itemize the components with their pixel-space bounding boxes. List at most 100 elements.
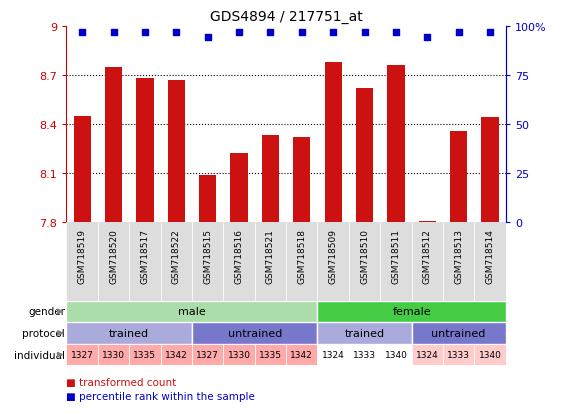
Bar [349, 344, 380, 366]
Bar [349, 223, 380, 301]
Bar [98, 344, 129, 366]
Text: 1327: 1327 [196, 350, 219, 359]
Bar [262, 136, 279, 223]
Text: male: male [178, 307, 206, 317]
Text: 1340: 1340 [479, 350, 502, 359]
Bar [223, 344, 255, 366]
Text: 1340: 1340 [384, 350, 407, 359]
Text: 1333: 1333 [353, 350, 376, 359]
Bar [418, 221, 436, 223]
Text: ■ transformed count: ■ transformed count [66, 377, 177, 387]
Text: 1333: 1333 [447, 350, 470, 359]
Bar [325, 63, 342, 223]
Text: untrained: untrained [228, 328, 282, 338]
Text: 1330: 1330 [102, 350, 125, 359]
Bar [293, 138, 310, 223]
Title: GDS4894 / 217751_at: GDS4894 / 217751_at [210, 10, 362, 24]
Text: trained: trained [109, 328, 149, 338]
Bar [443, 344, 475, 366]
Bar [161, 344, 192, 366]
Text: ■ percentile rank within the sample: ■ percentile rank within the sample [66, 392, 255, 401]
Text: GSM718515: GSM718515 [203, 229, 212, 284]
Text: female: female [392, 307, 431, 317]
Bar [231, 154, 247, 223]
Text: 1324: 1324 [416, 350, 439, 359]
Bar [317, 301, 506, 323]
Bar [66, 323, 192, 344]
Bar [481, 118, 499, 223]
Text: untrained: untrained [432, 328, 486, 338]
Point [297, 29, 306, 36]
Bar [192, 323, 317, 344]
Bar [356, 89, 373, 223]
Text: GSM718516: GSM718516 [235, 229, 243, 284]
Bar [475, 344, 506, 366]
Point [266, 29, 275, 36]
Bar [66, 223, 98, 301]
Text: 1327: 1327 [71, 350, 94, 359]
Point [235, 29, 244, 36]
Text: 1324: 1324 [322, 350, 344, 359]
Bar [317, 344, 349, 366]
Text: gender: gender [28, 307, 65, 317]
Text: GSM718520: GSM718520 [109, 229, 118, 284]
Bar [129, 344, 161, 366]
Bar [380, 344, 412, 366]
Point [172, 29, 181, 36]
Point [77, 29, 87, 36]
Text: GSM718509: GSM718509 [329, 229, 338, 284]
Text: individual: individual [14, 350, 65, 360]
Text: GSM718521: GSM718521 [266, 229, 275, 284]
Bar [66, 344, 98, 366]
Bar [136, 79, 154, 223]
Bar [286, 223, 317, 301]
Text: GSM718519: GSM718519 [77, 229, 87, 284]
Bar [192, 344, 223, 366]
Text: 1342: 1342 [165, 350, 188, 359]
Point [328, 29, 338, 36]
Bar [73, 116, 91, 223]
Bar [286, 344, 317, 366]
Bar [412, 223, 443, 301]
Bar [475, 223, 506, 301]
Bar [450, 131, 467, 223]
Bar [199, 175, 216, 223]
Bar [380, 223, 412, 301]
Point [486, 29, 495, 36]
Bar [255, 223, 286, 301]
Point [109, 29, 118, 36]
Bar [317, 323, 412, 344]
Text: GSM718513: GSM718513 [454, 229, 463, 284]
Bar [192, 223, 223, 301]
Text: GSM718517: GSM718517 [140, 229, 149, 284]
Text: trained: trained [344, 328, 384, 338]
Bar [387, 66, 405, 223]
Point [360, 29, 369, 36]
Text: protocol: protocol [22, 328, 65, 338]
Text: GSM718518: GSM718518 [297, 229, 306, 284]
Text: 1330: 1330 [228, 350, 250, 359]
Bar [412, 344, 443, 366]
Bar [255, 344, 286, 366]
Point [203, 34, 212, 41]
Point [423, 34, 432, 41]
Text: 1335: 1335 [259, 350, 282, 359]
Bar [66, 301, 317, 323]
Text: GSM718510: GSM718510 [360, 229, 369, 284]
Bar [129, 223, 161, 301]
Point [454, 29, 464, 36]
Bar [317, 223, 349, 301]
Bar [105, 68, 122, 223]
Text: GSM718512: GSM718512 [423, 229, 432, 284]
Bar [412, 323, 506, 344]
Bar [443, 223, 475, 301]
Bar [168, 81, 185, 223]
Text: GSM718511: GSM718511 [391, 229, 401, 284]
Text: GSM718522: GSM718522 [172, 229, 181, 283]
Bar [223, 223, 255, 301]
Point [140, 29, 150, 36]
Point [391, 29, 401, 36]
Text: 1342: 1342 [290, 350, 313, 359]
Text: GSM718514: GSM718514 [486, 229, 495, 284]
Text: 1335: 1335 [134, 350, 157, 359]
